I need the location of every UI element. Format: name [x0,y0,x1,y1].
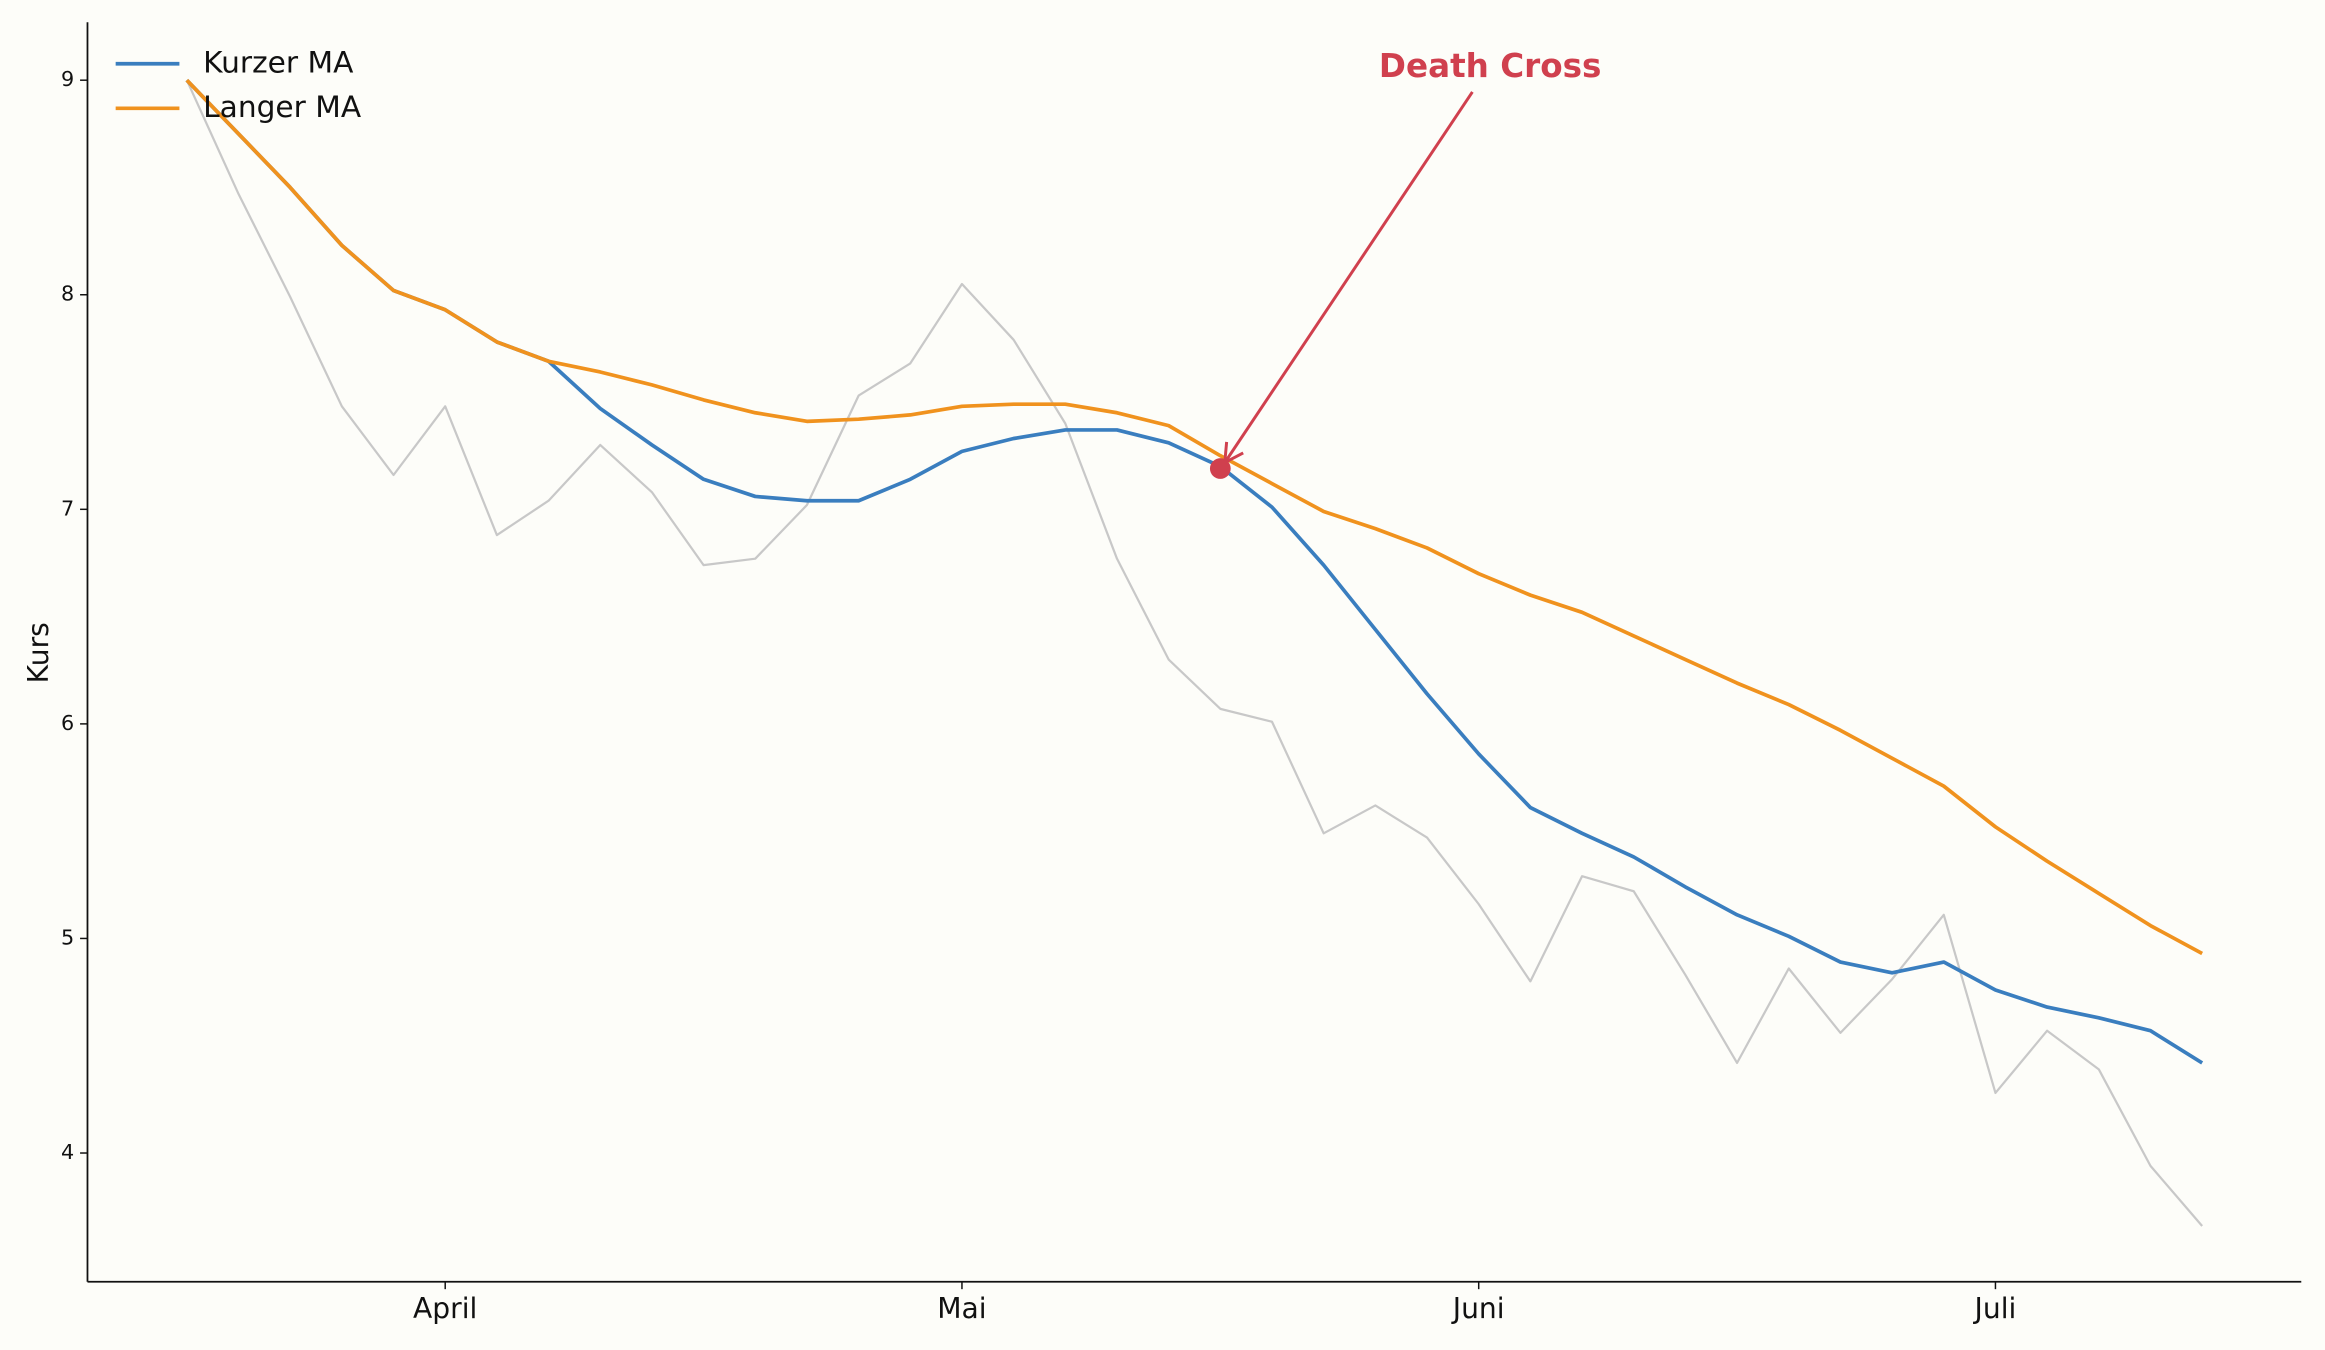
y-tick-label: 5 [61,925,74,949]
x-tick-label: April [413,1292,477,1325]
x-tick-label: Juni [1451,1292,1505,1325]
series-line [185,78,2204,956]
series-line [185,79,2203,1227]
annotation-arrow-head [1224,451,1244,464]
annotation-arrow-head [1223,441,1229,463]
legend-label: Kurzer MA [203,44,354,79]
y-tick-label: 8 [61,282,74,306]
x-tick-label: Juli [1973,1292,2017,1325]
y-axis-label: Kurs [22,622,55,683]
legend-label: Langer MA [203,89,362,124]
x-tick-label: Mai [937,1292,986,1325]
annotation-text: Death Cross [1379,47,1602,85]
y-tick-label: 7 [61,496,74,520]
y-tick-label: 4 [61,1140,74,1164]
y-tick-label: 6 [61,711,74,735]
y-tick-label: 9 [61,67,74,91]
annotation-arrow [1223,91,1474,464]
